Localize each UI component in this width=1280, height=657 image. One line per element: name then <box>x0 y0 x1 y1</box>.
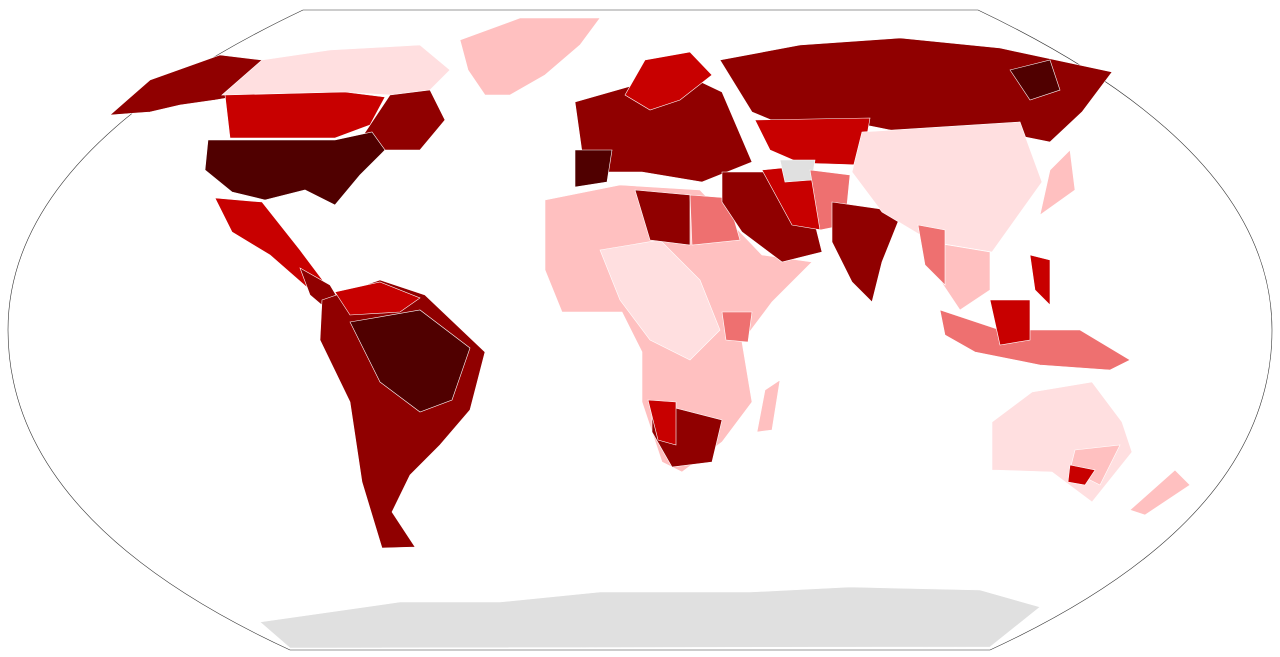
region-africa-central <box>599 239 721 361</box>
region-namibia <box>647 399 677 446</box>
region-indonesia <box>939 309 1131 371</box>
region-russia-east-dark <box>1009 59 1061 101</box>
map-outline <box>7 9 1273 651</box>
region-philippines <box>1029 254 1051 306</box>
region-china <box>851 121 1043 253</box>
region-libya <box>634 189 691 246</box>
region-madagascar <box>756 379 781 433</box>
region-canada-north <box>221 44 451 96</box>
region-new-zealand <box>1129 469 1191 516</box>
region-usa <box>204 131 386 206</box>
region-borneo <box>989 299 1031 346</box>
region-antarctica <box>259 586 1041 649</box>
region-greenland <box>459 17 601 96</box>
region-myanmar <box>917 224 946 286</box>
region-venezuela <box>334 281 421 316</box>
region-canada-south <box>224 91 386 139</box>
region-turkmenistan <box>779 159 816 183</box>
region-iberia <box>574 149 613 188</box>
region-kenya <box>721 311 753 343</box>
region-scandinavia <box>624 51 713 111</box>
regions <box>109 17 1191 649</box>
region-victoria <box>1067 464 1096 486</box>
region-brazil-interior <box>349 309 471 413</box>
region-australia <box>991 381 1133 503</box>
region-central-asia <box>754 117 871 166</box>
region-japan <box>1039 149 1076 216</box>
